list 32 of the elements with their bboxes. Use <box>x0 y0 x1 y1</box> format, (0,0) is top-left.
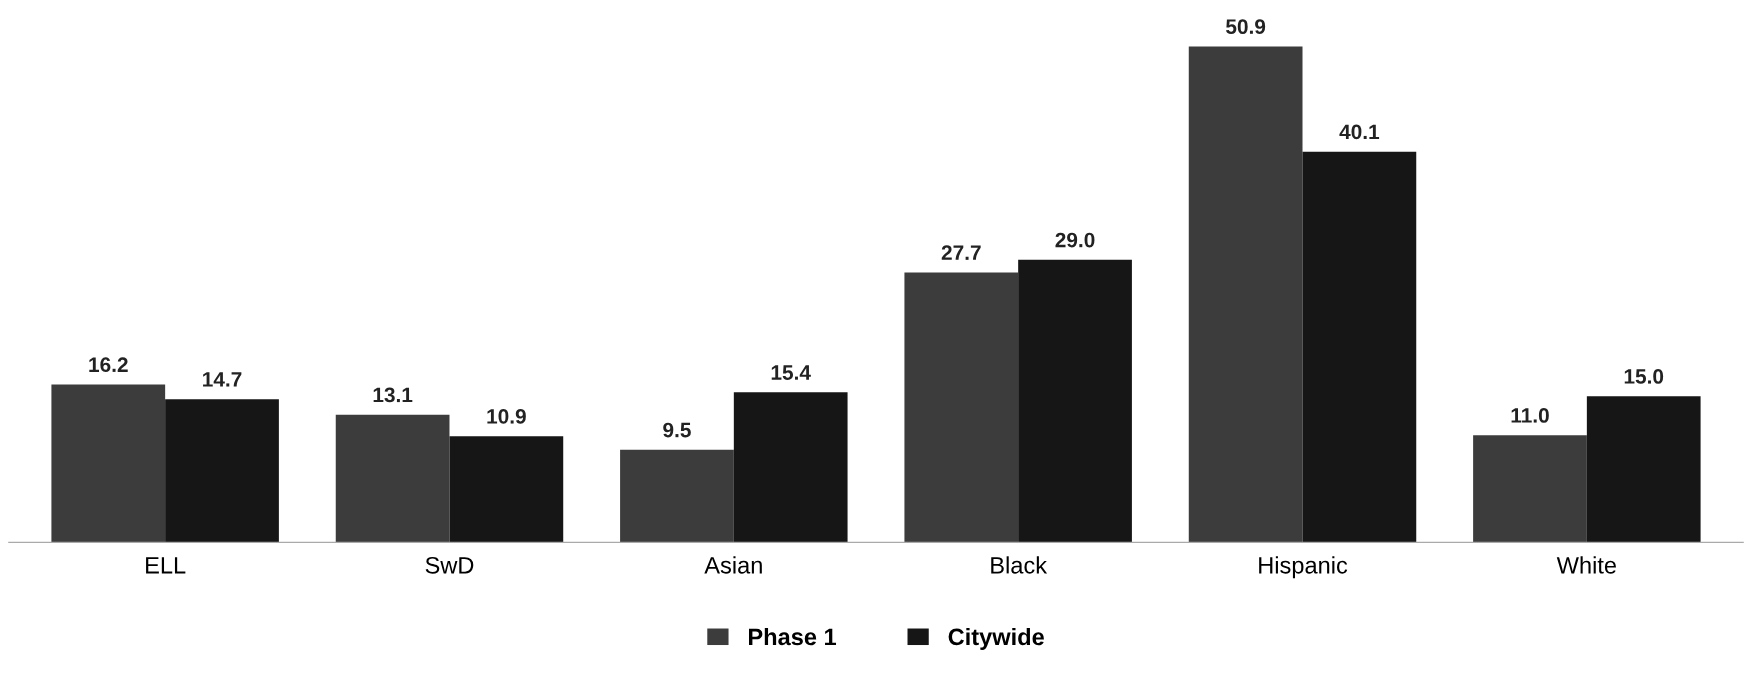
data-label: 40.1 <box>1339 124 1380 140</box>
data-label: 16.2 <box>89 357 128 373</box>
data-label: 29.0 <box>1055 232 1095 248</box>
data-label: 10.9 <box>487 408 526 424</box>
x-tick-label: Hispanic <box>1259 556 1348 579</box>
data-label: 50.9 <box>1226 19 1266 34</box>
bar <box>51 384 166 543</box>
bar <box>1188 46 1303 543</box>
x-tick-label: White <box>1556 556 1616 574</box>
bar <box>1302 151 1417 543</box>
bar <box>1586 396 1701 543</box>
legend-label: Citywide <box>948 627 1044 650</box>
bar <box>449 436 564 543</box>
bar <box>620 449 734 543</box>
x-tick-label: Black <box>991 556 1048 574</box>
bar <box>1018 259 1132 543</box>
x-tick-label: ELL <box>146 557 186 574</box>
bar <box>165 399 279 543</box>
data-label: 27.7 <box>941 245 981 260</box>
legend-label: Phase 1 <box>749 627 837 646</box>
bar <box>1473 435 1587 543</box>
data-label: 15.0 <box>1624 369 1664 384</box>
bar <box>335 414 450 543</box>
data-label: 15.4 <box>771 365 811 380</box>
x-tick-label: SwD <box>425 556 474 574</box>
data-label: 14.7 <box>203 372 242 387</box>
bar <box>904 272 1019 543</box>
bar <box>733 392 848 543</box>
data-label: 11.0 <box>1511 408 1549 423</box>
data-label: 13.1 <box>373 387 413 403</box>
x-tick-label: Asian <box>704 556 762 574</box>
data-label: 9.5 <box>663 422 691 438</box>
